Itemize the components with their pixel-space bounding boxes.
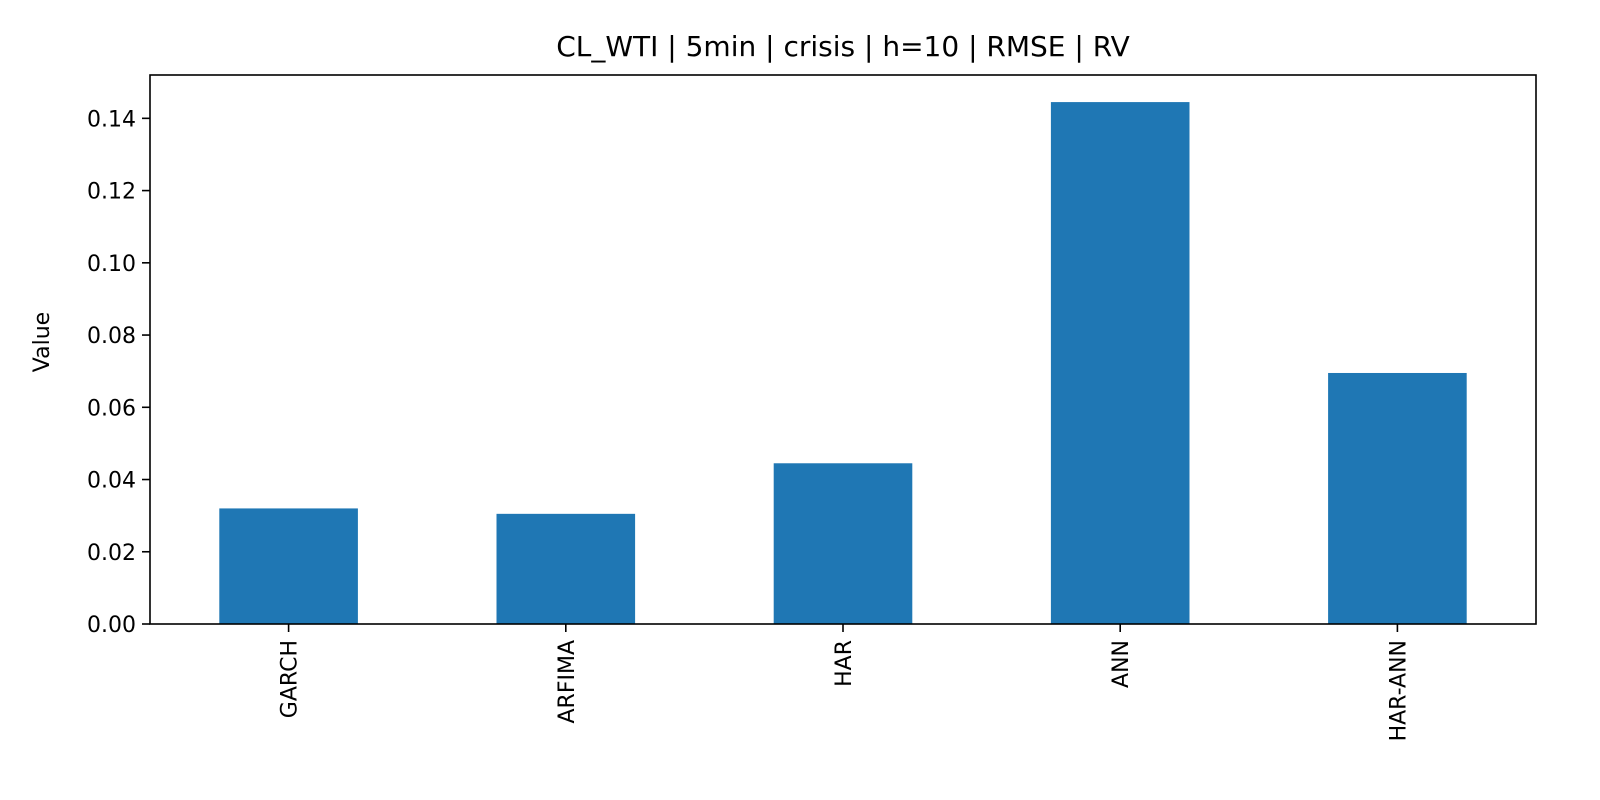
bars-group [219,102,1467,625]
y-axis-label: Value [30,312,55,372]
chart-title: CL_WTI | 5min | crisis | h=10 | RMSE | R… [556,30,1130,63]
y-tick-label: 0.10 [87,252,136,277]
x-tick-label: HAR [832,640,857,687]
bar-garch [219,508,358,624]
y-tick-label: 0.00 [87,613,136,638]
plot-frame [149,74,1537,625]
y-tick-label: 0.02 [87,541,136,566]
bar-har-ann [1328,372,1467,624]
bar-har [773,463,913,624]
bar-arfima [496,513,636,624]
x-tick-label: ARFIMA [555,640,580,724]
bar-ann [1050,102,1190,625]
y-tick-label: 0.04 [87,469,136,494]
y-tick-label: 0.06 [87,396,136,421]
x-tick-label: ANN [1109,640,1134,688]
x-tick-label: GARCH [278,640,303,718]
x-axis-ticks: GARCH ARFIMA HAR ANN HAR-ANN [278,624,1411,741]
y-tick-label: 0.08 [87,324,136,349]
y-tick-label: 0.14 [87,107,136,132]
y-axis-ticks: 0.00 0.02 0.04 0.06 0.08 0.10 0.12 0.14 [87,107,150,638]
y-tick-label: 0.12 [87,180,136,205]
x-tick-label: HAR-ANN [1386,640,1411,741]
